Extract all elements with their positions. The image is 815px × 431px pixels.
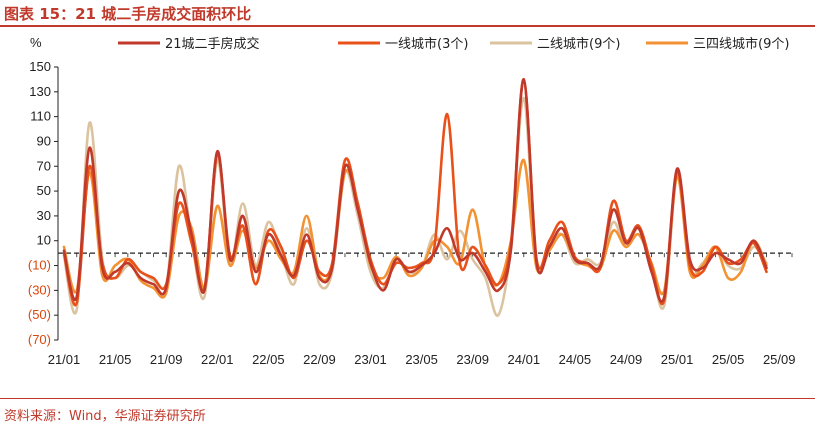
x-tick-label: 24/05 xyxy=(559,352,592,367)
legend-label: 三四线城市(9个) xyxy=(693,36,789,52)
title-divider xyxy=(0,25,815,27)
chart-title: 图表 15：21 城二手房成交面积环比 xyxy=(4,5,252,23)
source-divider xyxy=(0,398,815,399)
x-tick-label: 22/01 xyxy=(201,352,234,367)
x-tick-label: 22/05 xyxy=(252,352,285,367)
x-tick-label: 21/05 xyxy=(99,352,132,367)
y-tick-label: (50) xyxy=(28,307,51,322)
legend: 21城二手房成交 一线城市(3个) 二线城市(9个) 三四线城市(9个) xyxy=(118,36,789,52)
axes: 150 130 110 90 70 50 30 10 (10) (30) (50) (70) 21/01… xyxy=(28,59,796,367)
source-note: 资料来源：Wind，华源证券研究所 xyxy=(4,409,206,424)
y-tick-label: (10) xyxy=(28,258,51,273)
y-tick-label: 10 xyxy=(37,233,51,248)
x-tick-label: 23/01 xyxy=(354,352,387,367)
x-tick-label: 25/05 xyxy=(712,352,745,367)
y-tick-label: 110 xyxy=(30,109,51,124)
x-tick-label: 23/09 xyxy=(456,352,489,367)
series-line-2 xyxy=(62,78,768,307)
series-lines xyxy=(62,78,768,317)
y-tick-label: 70 xyxy=(37,158,51,173)
y-tick-label: 30 xyxy=(37,208,51,223)
x-tick-label: 21/01 xyxy=(48,352,81,367)
series-line-1 xyxy=(62,78,768,303)
legend-label: 21城二手房成交 xyxy=(165,36,260,52)
y-tick-label: (30) xyxy=(28,282,51,297)
x-tick-label: 25/01 xyxy=(661,352,694,367)
y-axis-label: % xyxy=(30,35,42,50)
y-tick-label: 90 xyxy=(37,133,51,148)
legend-label: 二线城市(9个) xyxy=(537,36,620,52)
x-tick-label: 25/09 xyxy=(763,352,796,367)
legend-label: 一线城市(3个) xyxy=(385,36,468,52)
y-tick-label: 150 xyxy=(29,59,51,74)
y-tick-label: 130 xyxy=(29,84,51,99)
x-tick-label: 23/05 xyxy=(405,352,438,367)
y-tick-label: (70) xyxy=(28,332,51,347)
x-tick-label: 21/09 xyxy=(150,352,183,367)
x-tick-label: 24/01 xyxy=(508,352,541,367)
x-tick-label: 24/09 xyxy=(610,352,643,367)
y-tick-label: 50 xyxy=(37,183,51,198)
x-tick-label: 22/09 xyxy=(303,352,336,367)
